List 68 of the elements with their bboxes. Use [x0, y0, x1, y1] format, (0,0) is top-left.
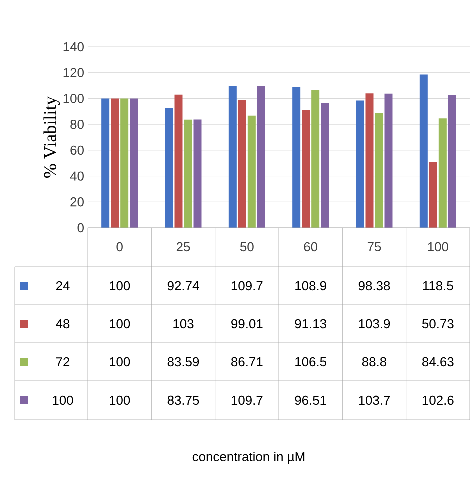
bar	[312, 90, 320, 228]
y-tick-label: 0	[78, 223, 84, 233]
x-tick-label: 25	[176, 242, 190, 252]
data-label: 118.5	[423, 281, 454, 291]
bar	[438, 118, 447, 228]
data-label: 103.7	[359, 396, 390, 406]
data-label: 100	[110, 396, 130, 406]
bar	[238, 100, 246, 228]
y-tick-label: 40	[70, 172, 84, 181]
data-label: 50.73	[422, 319, 454, 329]
bar	[174, 94, 183, 228]
bar	[420, 74, 428, 228]
bar	[228, 86, 237, 228]
data-label: 109.7	[232, 396, 263, 406]
bar	[102, 98, 110, 228]
data-label: 99.01	[232, 319, 263, 329]
bar	[257, 86, 266, 228]
data-label: 91.13	[295, 319, 326, 329]
data-label: 103.9	[359, 319, 390, 329]
legend-label: 100	[53, 396, 74, 406]
bar	[384, 94, 393, 228]
bar	[165, 108, 174, 228]
data-label: 106.5	[296, 357, 326, 367]
y-tick-label: 140	[64, 42, 84, 52]
data-label: 98.38	[358, 281, 390, 291]
y-tick-label: 80	[70, 120, 84, 130]
bar	[292, 87, 301, 228]
bar	[448, 95, 456, 228]
data-label: 83.59	[168, 357, 200, 367]
y-axis-title: % Viability	[44, 96, 60, 178]
legend-label: 48	[56, 319, 70, 329]
y-tick-label: 20	[70, 198, 84, 207]
data-label: 102.6	[422, 396, 454, 406]
bar	[366, 94, 374, 228]
bar	[194, 120, 202, 228]
data-label: 108.9	[296, 281, 326, 291]
data-label: 96.51	[295, 396, 326, 406]
x-tick-label: 100	[428, 242, 448, 252]
data-label: 103	[174, 319, 194, 329]
bar	[429, 162, 438, 228]
bar	[120, 98, 129, 228]
data-label: 86.71	[232, 357, 263, 367]
y-tick-label: 60	[70, 146, 84, 156]
data-label: 100	[110, 319, 130, 329]
data-label: 100	[110, 281, 130, 291]
bar	[302, 110, 310, 228]
x-tick-label: 0	[116, 242, 123, 252]
bar	[321, 103, 330, 228]
bar	[111, 98, 120, 228]
y-tick-label: 120	[64, 68, 84, 78]
data-label: 100	[110, 357, 130, 367]
x-tick-label: 50	[240, 242, 254, 252]
data-label: 84.63	[422, 357, 454, 367]
y-tick-label: 100	[64, 94, 84, 104]
legend-label: 24	[56, 281, 70, 291]
bar	[184, 120, 192, 228]
x-tick-label: 60	[304, 242, 318, 252]
legend-label: 72	[56, 357, 70, 367]
x-tick-label: 75	[368, 242, 382, 252]
bar	[248, 116, 256, 228]
data-label: 88.8	[362, 357, 387, 367]
bar	[356, 100, 364, 228]
text: concentration in µM	[192, 452, 305, 464]
data-label: 83.75	[168, 396, 200, 406]
data-label: 109.7	[232, 281, 263, 291]
bar	[375, 113, 384, 228]
data-label: 92.74	[168, 281, 200, 291]
bar	[130, 98, 138, 228]
